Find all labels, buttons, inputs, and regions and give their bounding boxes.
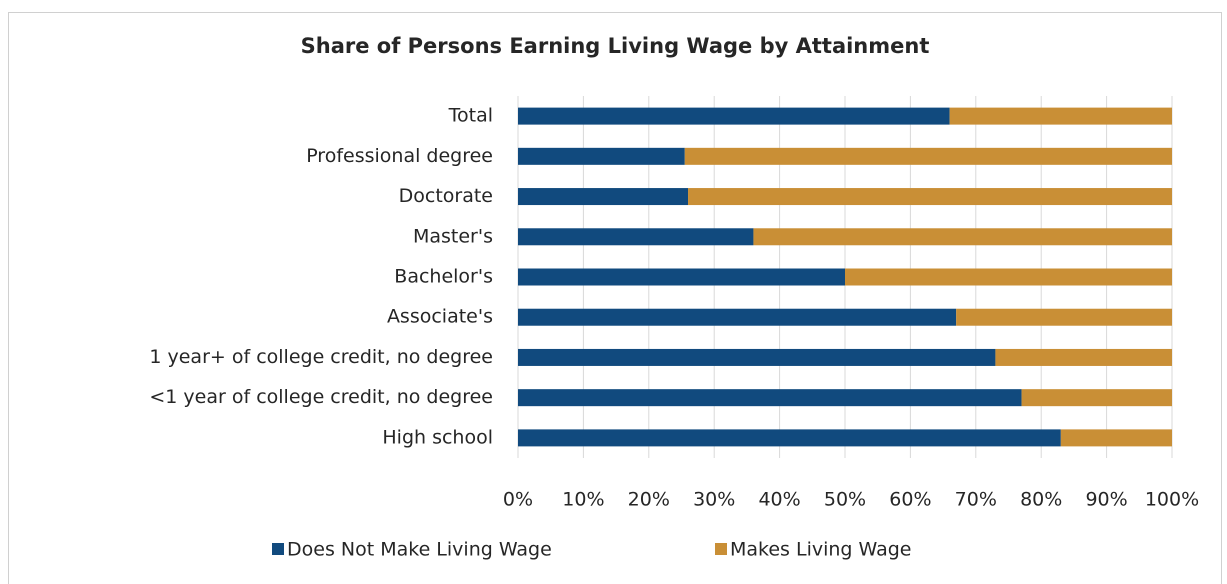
y-tick-label: Associate's bbox=[387, 306, 493, 328]
y-tick-label: Doctorate bbox=[399, 185, 493, 207]
bar-segment bbox=[518, 147, 685, 165]
x-tick-label: 100% bbox=[1145, 489, 1199, 511]
legend-label: Makes Living Wage bbox=[730, 539, 911, 561]
bar-segment bbox=[518, 188, 689, 206]
y-tick-label: <1 year of college credit, no degree bbox=[149, 386, 493, 408]
bar-segment bbox=[753, 228, 1172, 246]
bar-segment bbox=[518, 107, 950, 125]
y-tick-label: 1 year+ of college credit, no degree bbox=[149, 346, 493, 368]
bar-segment bbox=[688, 188, 1172, 206]
bar-segment bbox=[1021, 389, 1172, 407]
y-tick-label: Professional degree bbox=[306, 145, 493, 167]
x-tick-label: 10% bbox=[562, 489, 604, 511]
x-tick-label: 20% bbox=[628, 489, 670, 511]
legend-swatch bbox=[272, 543, 284, 555]
y-tick-label: Master's bbox=[413, 225, 493, 247]
x-tick-label: 0% bbox=[503, 489, 533, 511]
legend-label: Does Not Make Living Wage bbox=[287, 539, 552, 561]
bar-segment bbox=[684, 147, 1172, 165]
x-tick-label: 80% bbox=[1020, 489, 1062, 511]
chart-title: Share of Persons Earning Living Wage by … bbox=[301, 34, 930, 58]
bar-segment bbox=[518, 429, 1061, 447]
bar-segment bbox=[518, 268, 845, 286]
y-tick-label: High school bbox=[382, 426, 493, 448]
y-tick-label: Bachelor's bbox=[394, 266, 493, 288]
legend-swatch bbox=[715, 543, 727, 555]
x-tick-label: 70% bbox=[955, 489, 997, 511]
bar-segment bbox=[995, 348, 1172, 366]
bar-segment bbox=[518, 308, 957, 326]
x-tick-label: 90% bbox=[1085, 489, 1127, 511]
bar-segment bbox=[956, 308, 1172, 326]
y-tick-label: Total bbox=[448, 105, 493, 127]
bar-segment bbox=[949, 107, 1172, 125]
bar-segment bbox=[845, 268, 1172, 286]
x-tick-label: 40% bbox=[758, 489, 800, 511]
x-tick-label: 60% bbox=[889, 489, 931, 511]
bar-segment bbox=[518, 348, 996, 366]
bar-segment bbox=[518, 389, 1022, 407]
bar-segment bbox=[1060, 429, 1172, 447]
x-tick-label: 50% bbox=[824, 489, 866, 511]
bar-segment bbox=[518, 228, 754, 246]
x-tick-label: 30% bbox=[693, 489, 735, 511]
